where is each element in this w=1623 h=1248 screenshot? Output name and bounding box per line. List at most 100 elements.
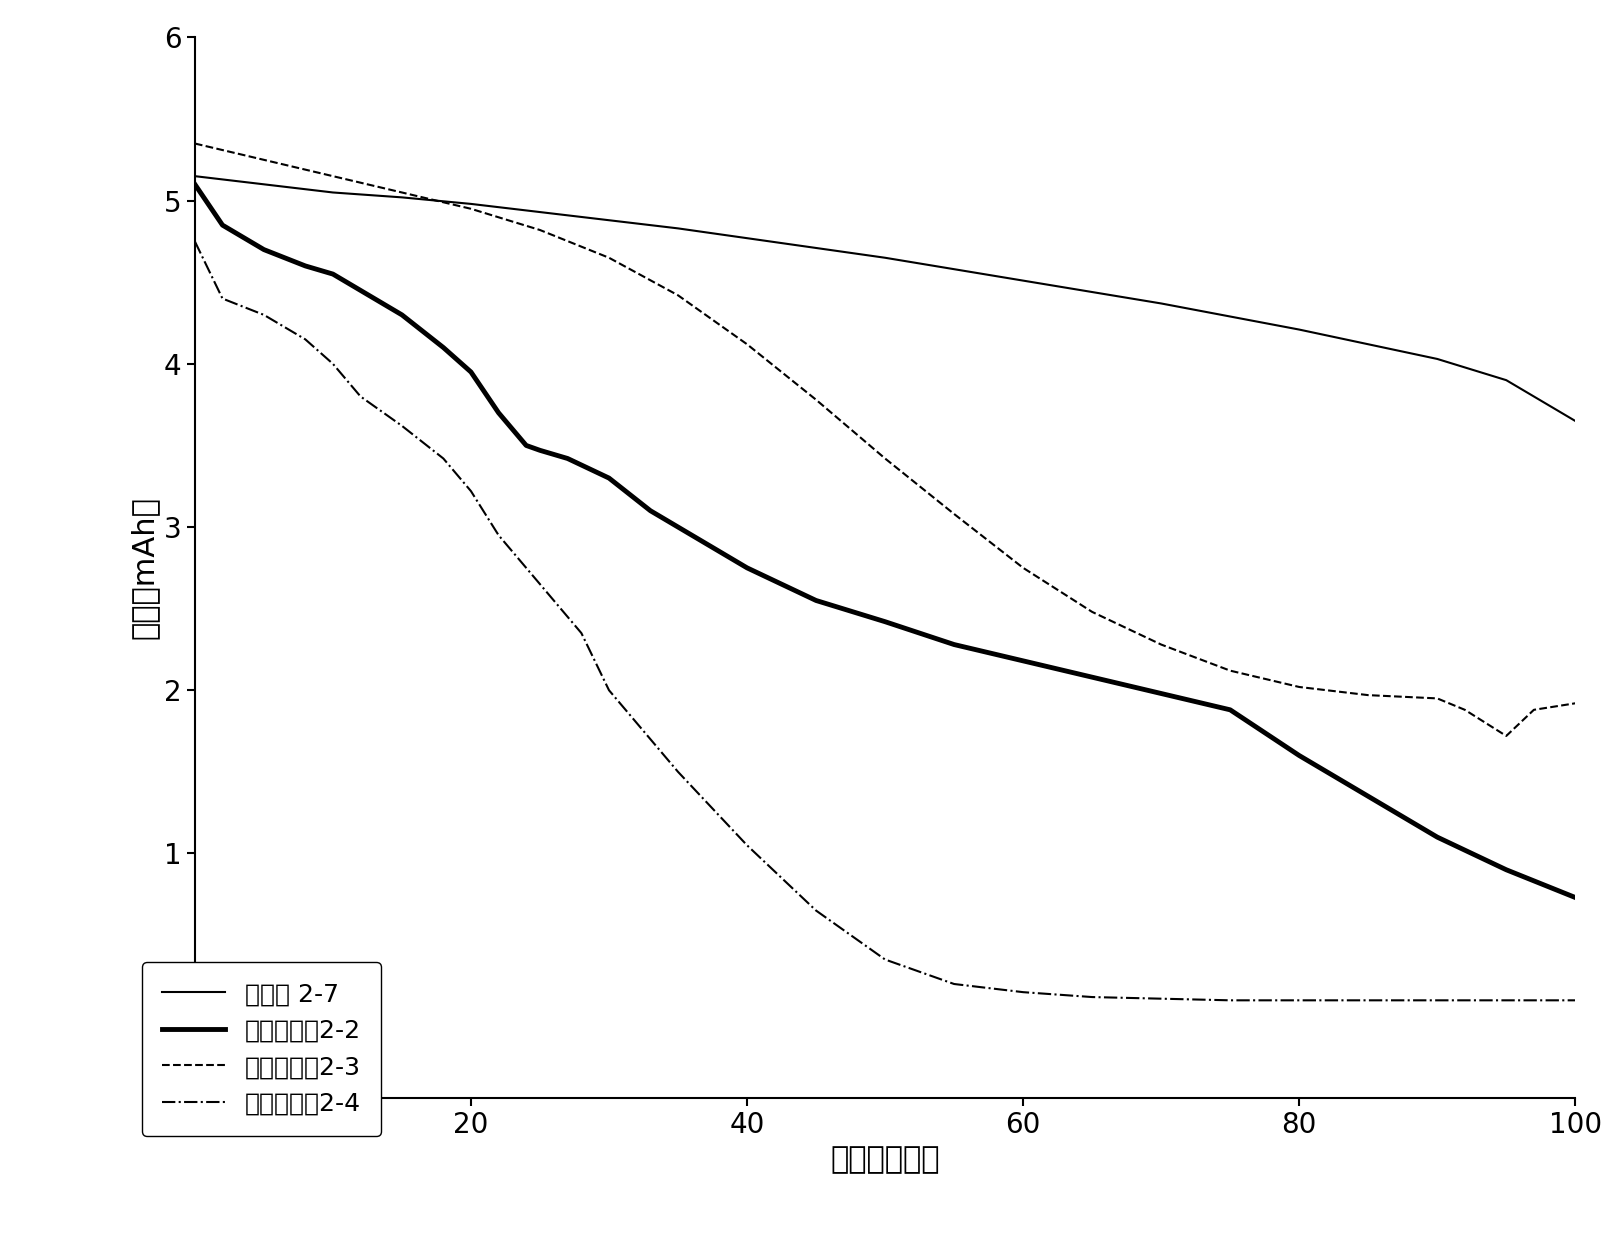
比较实施例2-4 — [1013, 985, 1032, 1000]
实施例 2-7 — [1013, 273, 1032, 288]
实施例 2-7 — [185, 168, 204, 183]
比较实施例2-2 — [489, 406, 508, 421]
比较实施例2-2 — [529, 443, 549, 458]
比较实施例2-2 — [1565, 890, 1584, 905]
比较实施例2-2 — [1220, 703, 1240, 718]
比较实施例2-4 — [1565, 993, 1584, 1008]
比较实施例2-2 — [351, 283, 370, 298]
实施例 2-7 — [1083, 285, 1102, 300]
比较实施例2-3 — [875, 451, 894, 466]
比较实施例2-2 — [737, 560, 756, 575]
比较实施例2-4 — [599, 683, 618, 698]
比较实施例2-4 — [1151, 991, 1170, 1006]
比较实施例2-4 — [351, 389, 370, 404]
比较实施例2-4 — [1427, 993, 1446, 1008]
实施例 2-7 — [599, 212, 618, 227]
比较实施例2-4 — [433, 451, 453, 466]
比较实施例2-2 — [461, 364, 480, 379]
比较实施例2-3 — [737, 337, 756, 352]
实施例 2-7 — [529, 205, 549, 220]
比较实施例2-4 — [737, 837, 756, 852]
比较实施例2-2 — [253, 242, 273, 257]
比较实施例2-2 — [516, 438, 536, 453]
Line: 实施例 2-7: 实施例 2-7 — [195, 176, 1574, 421]
比较实施例2-2 — [1083, 670, 1102, 685]
比较实施例2-2 — [558, 451, 578, 466]
比较实施例2-2 — [709, 544, 729, 559]
比较实施例2-3 — [185, 136, 204, 151]
比较实施例2-3 — [1565, 696, 1584, 711]
比较实施例2-3 — [393, 185, 412, 200]
比较实施例2-4 — [669, 764, 688, 779]
比较实施例2-2 — [185, 177, 204, 192]
比较实施例2-4 — [1220, 993, 1240, 1008]
比较实施例2-3 — [1289, 679, 1308, 694]
Y-axis label: 容量（mAh）: 容量（mAh） — [130, 497, 159, 639]
比较实施例2-4 — [807, 904, 826, 919]
比较实施例2-4 — [253, 307, 273, 322]
实施例 2-7 — [1565, 413, 1584, 428]
实施例 2-7 — [1427, 352, 1446, 367]
比较实施例2-4 — [213, 291, 232, 306]
比较实施例2-3 — [1427, 691, 1446, 706]
比较实施例2-4 — [1357, 993, 1376, 1008]
比较实施例2-3 — [945, 507, 964, 522]
比较实施例2-3 — [1151, 636, 1170, 651]
比较实施例2-3 — [323, 168, 342, 183]
比较实施例2-2 — [1289, 748, 1308, 763]
比较实施例2-3 — [1496, 729, 1516, 744]
比较实施例2-2 — [945, 636, 964, 651]
比较实施例2-3 — [1013, 560, 1032, 575]
实施例 2-7 — [875, 251, 894, 266]
比较实施例2-4 — [1289, 993, 1308, 1008]
比较实施例2-2 — [639, 503, 659, 518]
比较实施例2-2 — [1496, 862, 1516, 877]
比较实施例2-4 — [185, 233, 204, 248]
比较实施例2-2 — [875, 614, 894, 629]
实施例 2-7 — [737, 231, 756, 246]
实施例 2-7 — [1357, 337, 1376, 352]
比较实施例2-3 — [1522, 703, 1542, 718]
比较实施例2-2 — [669, 519, 688, 534]
比较实施例2-2 — [1013, 654, 1032, 669]
实施例 2-7 — [945, 262, 964, 277]
比较实施例2-4 — [489, 528, 508, 543]
比较实施例2-2 — [599, 470, 618, 485]
实施例 2-7 — [1289, 322, 1308, 337]
比较实施例2-2 — [433, 339, 453, 354]
比较实施例2-4 — [1083, 990, 1102, 1005]
比较实施例2-4 — [461, 484, 480, 499]
实施例 2-7 — [1496, 373, 1516, 388]
比较实施例2-4 — [529, 577, 549, 592]
比较实施例2-3 — [807, 392, 826, 407]
Line: 比较实施例2-4: 比较实施例2-4 — [195, 241, 1574, 1001]
比较实施例2-3 — [1454, 703, 1474, 718]
实施例 2-7 — [461, 196, 480, 211]
比较实施例2-3 — [1083, 604, 1102, 619]
比较实施例2-3 — [669, 288, 688, 303]
比较实施例2-3 — [599, 251, 618, 266]
比较实施例2-4 — [323, 357, 342, 372]
比较实施例2-4 — [875, 952, 894, 967]
实施例 2-7 — [1151, 296, 1170, 311]
比较实施例2-2 — [807, 593, 826, 608]
比较实施例2-3 — [461, 201, 480, 216]
比较实施例2-2 — [1427, 830, 1446, 845]
比较实施例2-2 — [1151, 686, 1170, 701]
比较实施例2-3 — [1220, 663, 1240, 678]
比较实施例2-2 — [213, 217, 232, 232]
X-axis label: 循环（次数）: 循环（次数） — [829, 1144, 940, 1174]
比较实施例2-4 — [945, 976, 964, 991]
Line: 比较实施例2-2: 比较实施例2-2 — [195, 185, 1574, 897]
Legend: 实施例 2-7, 比较实施例2-2, 比较实施例2-3, 比较实施例2-4: 实施例 2-7, 比较实施例2-2, 比较实施例2-3, 比较实施例2-4 — [143, 962, 381, 1136]
比较实施例2-3 — [529, 222, 549, 237]
比较实施例2-4 — [571, 625, 591, 640]
实施例 2-7 — [323, 185, 342, 200]
Line: 比较实施例2-3: 比较实施例2-3 — [195, 144, 1574, 736]
比较实施例2-3 — [253, 152, 273, 167]
比较实施例2-4 — [295, 332, 315, 347]
比较实施例2-4 — [393, 418, 412, 433]
实施例 2-7 — [393, 190, 412, 205]
实施例 2-7 — [669, 221, 688, 236]
比较实施例2-4 — [1496, 993, 1516, 1008]
